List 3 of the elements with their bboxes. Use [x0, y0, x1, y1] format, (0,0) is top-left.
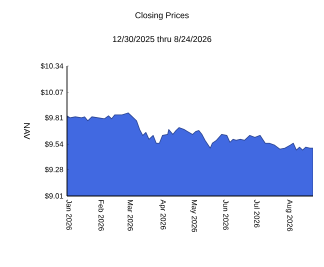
y-axis-title: NAV: [24, 123, 30, 140]
chart-title: Closing Prices: [135, 12, 189, 20]
chart-subtitle: 12/30/2025 thru 8/24/2026: [112, 36, 212, 42]
